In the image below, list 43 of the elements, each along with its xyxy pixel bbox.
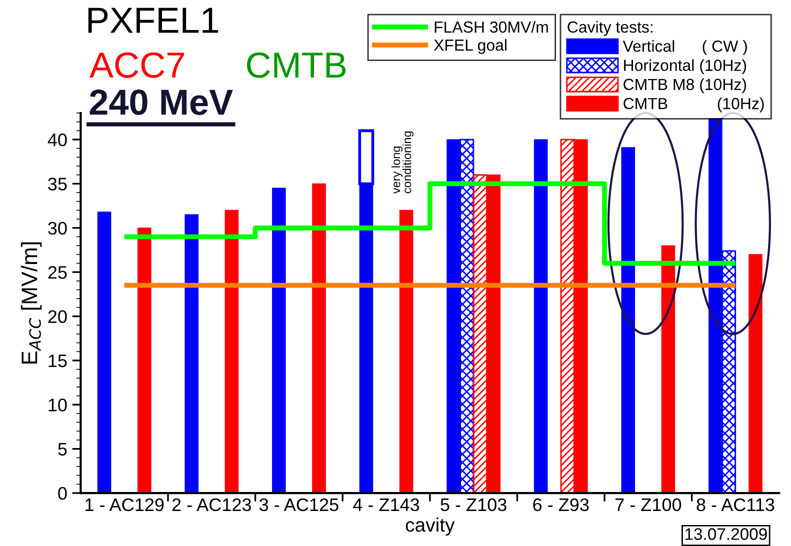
x-tick-label: 3 - AC125 (259, 498, 338, 512)
bar (184, 214, 198, 494)
bar (661, 245, 676, 494)
x-tick-label: 7 - Z100 (615, 498, 682, 512)
x-tick-label: 4 - Z143 (353, 498, 420, 512)
legend-label: CMTB M8 (10Hz) (624, 78, 746, 94)
legend-title: Cavity tests: (568, 20, 652, 36)
y-tick-label: 35 (48, 178, 67, 190)
bar (312, 183, 326, 494)
y-tick-label: 15 (48, 354, 67, 368)
legend-label: Horizontal (10Hz) (624, 59, 746, 74)
bar (224, 210, 239, 494)
y-tick-label: 25 (48, 266, 67, 279)
bar (399, 210, 414, 494)
bar (748, 254, 762, 494)
legend-label: XFEL goal (434, 39, 506, 54)
y-tick-label: 40 (48, 133, 67, 146)
y-tick-label: 10 (48, 398, 67, 412)
bar (534, 139, 548, 494)
x-axis-title: cavity (406, 518, 455, 536)
bar (97, 212, 112, 494)
bar (137, 228, 152, 494)
y-tick-label: 30 (48, 222, 67, 235)
x-tick-label: 6 - Z93 (533, 498, 589, 512)
bar (272, 188, 286, 494)
annotation: very long conditioning (391, 131, 414, 194)
y-tick-label: 5 (58, 442, 67, 456)
x-tick-label: 8 - AC113 (696, 498, 774, 512)
y-axis-title: E$_{ACC}$ [MV/m] (20, 242, 42, 364)
x-tick-label: 1 - AC129 (86, 498, 164, 512)
chart-title: PXFEL1 (88, 8, 218, 33)
legend-label: FLASH 30MV/m (434, 20, 548, 33)
x-tick-label: 5 - Z103 (440, 498, 506, 512)
y-tick-label: 20 (48, 310, 67, 324)
text: ACC7 (89, 52, 184, 78)
y-tick-label: 0 (58, 486, 67, 500)
x-tick-label: 2 - AC123 (172, 498, 251, 512)
legend-label: Vertical ( CW ) (622, 40, 747, 55)
legend-label: CMTB (10Hz) (624, 98, 764, 112)
bar (621, 147, 636, 494)
annotation: 240 MeV (90, 89, 233, 116)
text: CMTB (247, 52, 346, 78)
text: 13.07.2009 (685, 528, 767, 540)
